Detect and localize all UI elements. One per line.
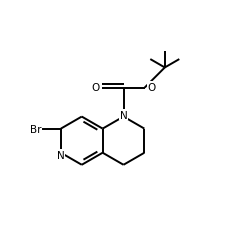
Text: N: N	[119, 110, 127, 120]
Text: O: O	[91, 82, 99, 92]
Text: O: O	[147, 82, 155, 92]
Text: N: N	[57, 150, 64, 160]
Text: Br: Br	[30, 124, 41, 134]
